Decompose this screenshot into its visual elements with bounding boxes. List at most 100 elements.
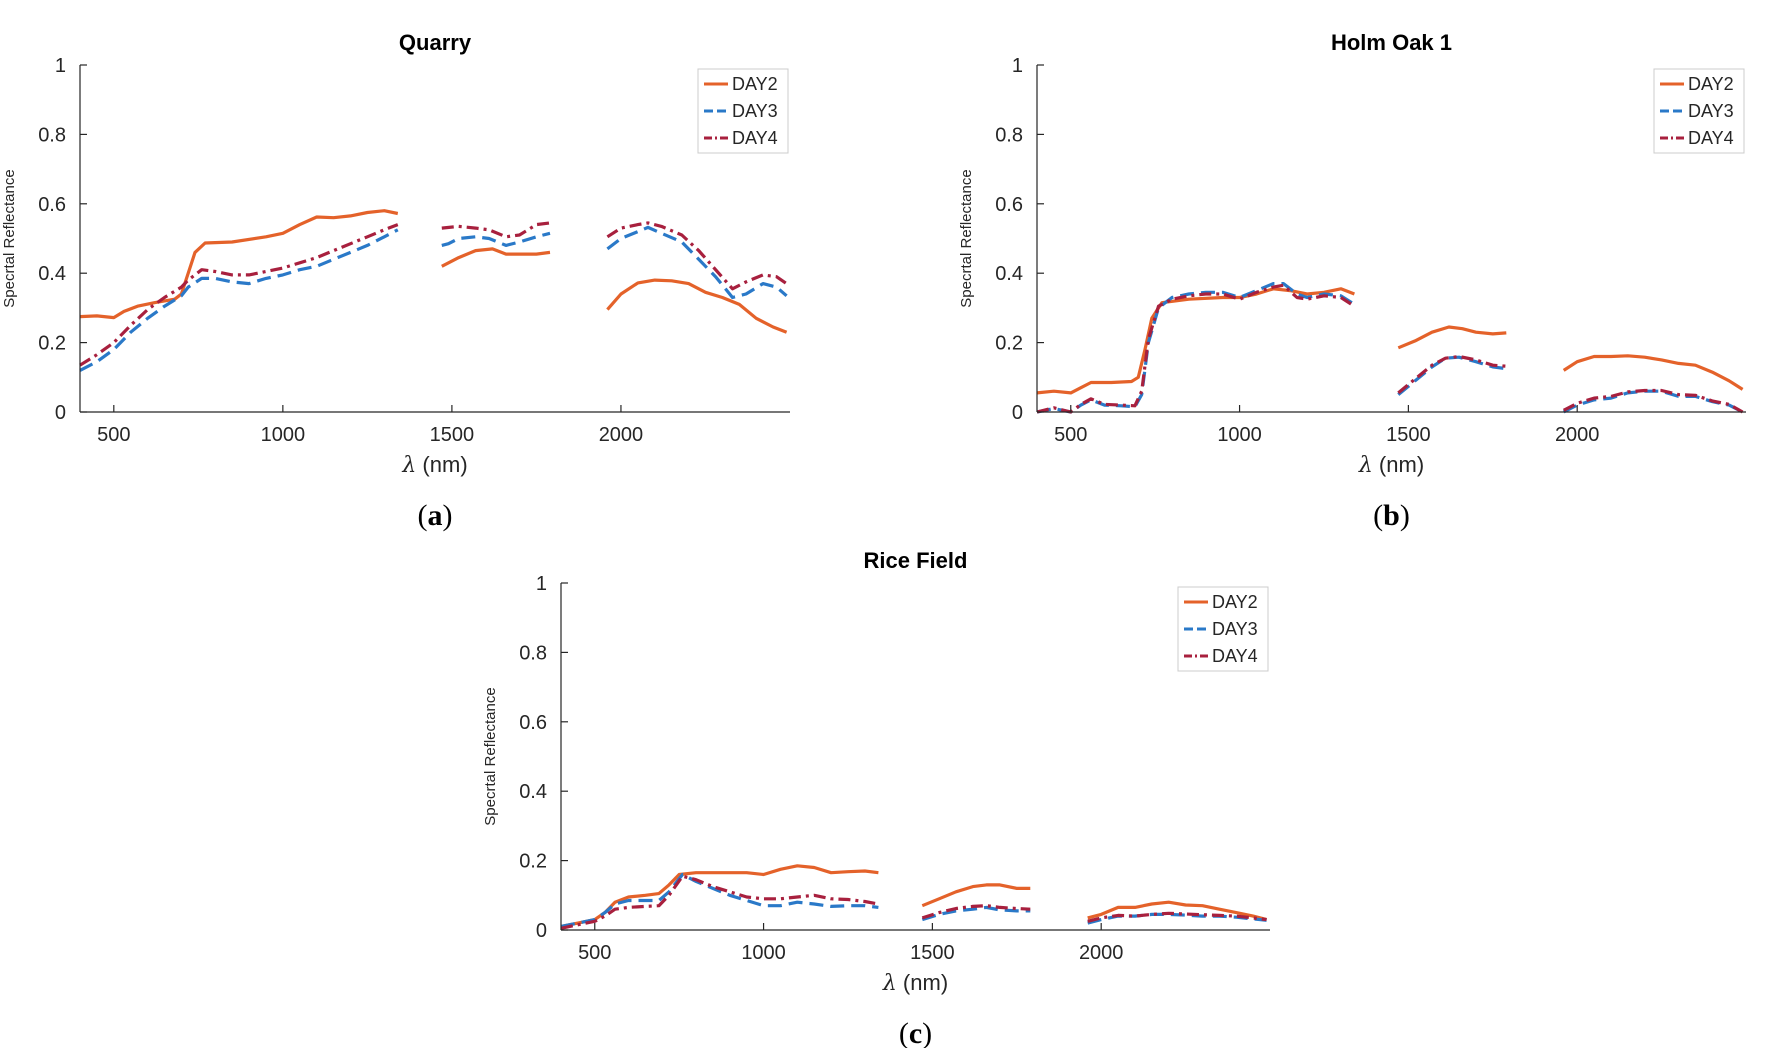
x-tick-label: 2000 — [599, 424, 644, 446]
series-line-day4-segment-1 — [560, 874, 879, 930]
y-tick-label: 0 — [55, 402, 66, 424]
y-axis-label: Specrtal Reflectance — [482, 687, 499, 825]
legend-label-day2: DAY2 — [732, 74, 778, 94]
series-line-day2-segment-2 — [921, 883, 1031, 908]
series-day4 — [79, 221, 788, 367]
series-line-day2-segment-2 — [1397, 325, 1507, 350]
caption-open-paren: ( — [1373, 499, 1383, 532]
x-axis-label: λ (nm) — [1358, 452, 1424, 478]
x-axis-label-symbol: λ — [1358, 453, 1373, 478]
panel-caption: (c) — [899, 1017, 932, 1048]
panel-caption: (a) — [418, 499, 453, 532]
legend-label-day4: DAY4 — [1688, 128, 1734, 148]
y-axis-label: Specrtal Reflectance — [958, 169, 975, 307]
x-tick-label: 2000 — [1079, 942, 1124, 964]
plot-area — [1037, 65, 1746, 412]
series-line-day2-segment-2 — [441, 247, 551, 268]
series-line-day4-segment-2 — [921, 904, 1031, 920]
x-axis-label-unit: (nm) — [897, 970, 948, 995]
chart-title: Holm Oak 1 — [1331, 30, 1452, 55]
legend: DAY2 DAY3 DAY4 — [1177, 586, 1269, 672]
series-day4 — [560, 874, 1267, 930]
caption-open-paren: ( — [418, 499, 428, 532]
x-tick-label: 1500 — [910, 942, 955, 964]
x-axis-label: λ (nm) — [882, 970, 948, 996]
series-line-day3-segment-1 — [79, 228, 399, 372]
plot-area — [561, 583, 1270, 930]
y-tick-label: 0 — [1012, 402, 1023, 424]
legend-label-day3: DAY3 — [732, 101, 778, 121]
series-line-day4-segment-1 — [79, 223, 399, 367]
series-line-day3-segment-1 — [560, 872, 879, 929]
y-tick-label: 0.8 — [38, 124, 66, 146]
caption-letter: c — [909, 1017, 922, 1048]
series-line-day3-segment-2 — [441, 231, 551, 247]
caption-open-paren: ( — [899, 1017, 909, 1048]
legend-label-day3: DAY3 — [1688, 101, 1734, 121]
x-tick-label: 1000 — [741, 942, 786, 964]
series-line-day2-segment-3 — [606, 278, 788, 334]
x-tick-label: 1500 — [430, 424, 475, 446]
series-line-day4-segment-3 — [606, 221, 788, 291]
caption-letter: a — [428, 499, 443, 532]
caption-close-paren: ) — [1400, 499, 1410, 532]
series-line-day2-segment-1 — [79, 209, 399, 320]
x-axis-label-unit: (nm) — [1373, 452, 1424, 477]
series-line-day4-segment-3 — [1562, 388, 1744, 414]
x-tick-label: 1000 — [1217, 424, 1262, 446]
x-axis-label-symbol: λ — [401, 453, 416, 478]
series-line-day3-segment-3 — [606, 225, 788, 300]
y-tick-label: 0.8 — [995, 124, 1023, 146]
y-tick-label: 0.4 — [995, 263, 1023, 285]
x-axis-label: λ (nm) — [401, 452, 467, 478]
y-tick-label: 1 — [1012, 55, 1023, 77]
y-tick-label: 0.6 — [519, 712, 547, 734]
legend-label-day4: DAY4 — [732, 128, 778, 148]
series-line-day4-segment-2 — [441, 221, 551, 239]
legend: DAY2 DAY3 DAY4 — [1653, 68, 1745, 154]
y-tick-label: 0.2 — [519, 851, 547, 873]
series-line-day3-segment-2 — [921, 905, 1031, 922]
series-line-day2-segment-3 — [1562, 354, 1744, 391]
series-line-day3-segment-1 — [1036, 282, 1356, 414]
y-tick-label: 0.2 — [995, 333, 1023, 355]
y-tick-label: 0.4 — [519, 781, 547, 803]
y-tick-label: 0.4 — [38, 263, 66, 285]
y-axis-label: Specrtal Reflectance — [1, 169, 18, 307]
y-tick-label: 0.6 — [995, 194, 1023, 216]
x-axis-label-unit: (nm) — [416, 452, 467, 477]
x-tick-label: 500 — [578, 942, 611, 964]
chart-title: Rice Field — [864, 548, 968, 573]
caption-close-paren: ) — [443, 499, 453, 532]
y-tick-label: 0.2 — [38, 333, 66, 355]
chart-title: Quarry — [399, 30, 472, 55]
x-axis-label-symbol: λ — [882, 971, 897, 996]
panel-caption: (b) — [1373, 499, 1410, 532]
x-tick-label: 500 — [97, 424, 130, 446]
legend-label-day4: DAY4 — [1212, 646, 1258, 666]
series-line-day4-segment-3 — [1087, 911, 1267, 923]
y-tick-label: 0 — [536, 920, 547, 942]
series-line-day3-segment-2 — [1397, 355, 1507, 396]
series-day2 — [79, 209, 788, 334]
legend-label-day2: DAY2 — [1212, 592, 1258, 612]
legend-label-day2: DAY2 — [1688, 74, 1734, 94]
caption-close-paren: ) — [922, 1017, 932, 1048]
x-tick-label: 1000 — [261, 424, 306, 446]
y-tick-label: 0.6 — [38, 194, 66, 216]
x-tick-label: 500 — [1054, 424, 1087, 446]
legend: DAY2 DAY3 DAY4 — [697, 68, 789, 154]
caption-letter: b — [1383, 499, 1400, 532]
series-line-day2-segment-3 — [1087, 900, 1268, 922]
y-tick-label: 0.8 — [519, 642, 547, 664]
x-tick-label: 2000 — [1555, 424, 1600, 446]
series-day4 — [1036, 283, 1744, 414]
series-day3 — [79, 225, 788, 372]
series-line-day4-segment-1 — [1036, 283, 1356, 414]
x-tick-label: 1500 — [1386, 424, 1431, 446]
legend-label-day3: DAY3 — [1212, 619, 1258, 639]
